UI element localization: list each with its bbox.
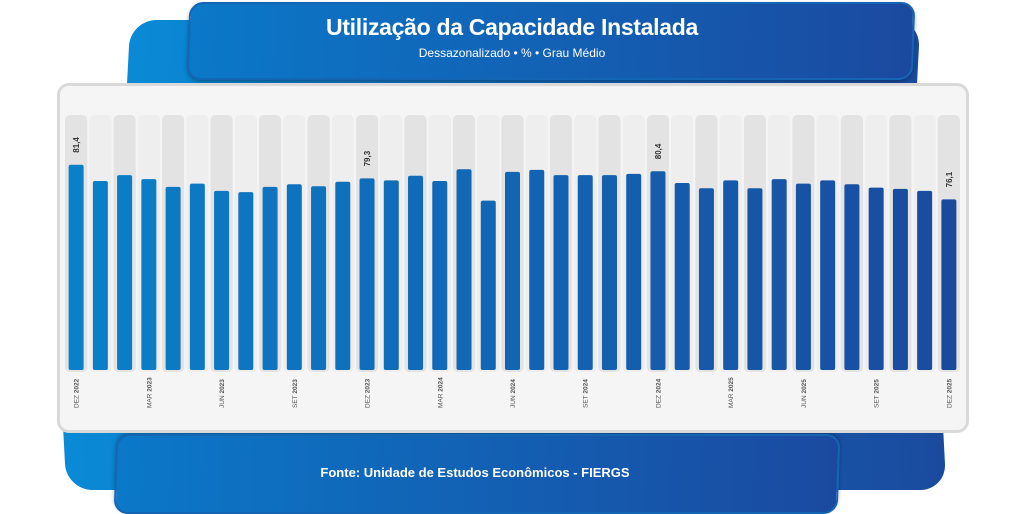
tick-month: MAR (437, 392, 444, 408)
tick-month: DEZ (655, 393, 662, 408)
bar-nov-2025 (917, 190, 933, 370)
tick-month: DEZ (946, 393, 953, 408)
bar-mar-2025 (723, 180, 739, 370)
tick-year: 2023 (365, 378, 372, 393)
bar-fev-2023 (117, 175, 133, 370)
chart-title: Utilização da Capacidade Instalada (326, 14, 698, 40)
bar-jan-2024 (383, 180, 399, 370)
bar-nov-2024 (626, 173, 642, 370)
x-tick-label: JUN 2024 (510, 379, 517, 408)
tick-year: 2024 (583, 379, 590, 394)
bar-ago-2023 (262, 186, 278, 370)
x-tick-label: DEZ 2022 (74, 378, 81, 408)
bar-abr-2024 (456, 169, 472, 370)
tick-month: DEZ (365, 393, 372, 408)
tick-month: SET (292, 394, 299, 408)
tick-year: 2025 (728, 377, 735, 392)
bar-jul-2024 (529, 169, 545, 370)
bar-mai-2023 (189, 183, 205, 370)
x-tick-label: SET 2025 (874, 379, 881, 408)
bar-jan-2025 (674, 183, 690, 370)
bar-jan-2023 (92, 181, 108, 370)
tick-month: SET (583, 394, 590, 408)
x-tick-label: MAR 2023 (146, 377, 153, 408)
bar-out-2024 (601, 175, 617, 370)
tick-year: 2023 (219, 379, 226, 394)
bar-set-2023 (286, 184, 302, 370)
bar-dez-2025 (941, 199, 957, 370)
x-tick-label: JUN 2025 (801, 379, 808, 408)
tick-year: 2024 (655, 378, 662, 393)
tick-month: SET (874, 394, 881, 408)
tick-month: MAR (146, 392, 153, 408)
bar-out-2025 (892, 188, 908, 370)
x-tick-label: SET 2023 (292, 379, 299, 408)
x-tick-label: MAR 2024 (437, 377, 444, 408)
x-tick-label: DEZ 2023 (365, 378, 372, 408)
x-tick-label: DEZ 2024 (655, 378, 662, 408)
tick-year: 2025 (946, 378, 953, 393)
bar-jul-2023 (238, 192, 254, 370)
x-tick-label: MAR 2025 (728, 377, 735, 408)
bar-jun-2024 (505, 171, 520, 370)
x-tick-label: SET 2024 (583, 379, 590, 408)
data-label: 80,4 (654, 143, 663, 159)
tick-year: 2022 (74, 378, 81, 393)
bar-jun-2025 (795, 183, 811, 370)
chart-subtitle: Dessazonalizado • % • Grau Médio (418, 46, 606, 60)
data-label: 76,1 (945, 171, 954, 187)
tick-year: 2025 (874, 379, 881, 394)
tick-month: MAR (728, 392, 735, 408)
tick-month: JUN (510, 394, 517, 408)
tick-month: JUN (219, 394, 226, 408)
bar-set-2024 (577, 175, 593, 370)
bar-fev-2024 (408, 175, 424, 370)
source-note: Fonte: Unidade de Estudos Econômicos - F… (320, 465, 630, 480)
tick-year: 2025 (801, 379, 808, 394)
bar-fev-2025 (698, 188, 714, 370)
bar-nov-2023 (335, 181, 351, 370)
bar-mar-2023 (141, 179, 157, 370)
tick-month: JUN (801, 394, 808, 408)
bar-out-2023 (311, 186, 327, 370)
bar-jul-2025 (820, 180, 836, 370)
x-tick-label: DEZ 2025 (946, 378, 953, 408)
tick-year: 2023 (292, 379, 299, 394)
bar-mar-2024 (432, 181, 448, 370)
tick-month: DEZ (74, 393, 81, 408)
data-label: 79,3 (363, 150, 372, 166)
bar-ago-2024 (553, 175, 569, 370)
data-label: 81,4 (72, 137, 81, 153)
x-tick-label: JUN 2023 (219, 379, 226, 408)
bar-dez-2022 (68, 164, 84, 370)
bar-mai-2025 (771, 179, 787, 370)
bar-ago-2025 (844, 184, 860, 370)
bar-mai-2024 (480, 200, 496, 370)
bar-abr-2025 (747, 188, 763, 370)
tick-year: 2024 (510, 379, 517, 394)
bar-abr-2023 (165, 186, 181, 370)
tick-year: 2023 (146, 377, 153, 392)
bar-dez-2024 (650, 171, 666, 370)
bar-jun-2023 (214, 190, 230, 370)
bar-dez-2023 (359, 178, 375, 370)
tick-year: 2024 (437, 377, 444, 392)
bar-set-2025 (868, 187, 884, 370)
